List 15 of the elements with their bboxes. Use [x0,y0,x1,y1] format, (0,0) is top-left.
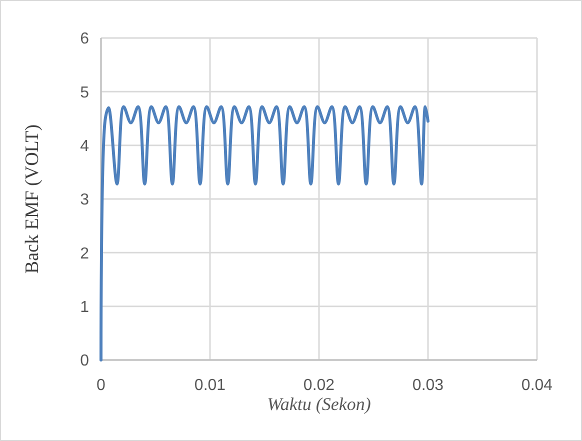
x-tick-label: 0.01 [194,377,226,394]
y-tick-label: 4 [80,138,90,155]
x-axis-title: Waktu (Sekon) [267,394,371,414]
y-axis-title: Back EMF (VOLT) [22,124,43,274]
y-tick-label: 6 [80,30,90,48]
y-tick-label: 3 [80,192,90,209]
line-series [100,105,430,362]
y-tick-label: 1 [80,298,90,316]
x-tick-label: 0 [96,377,106,394]
x-tick-label: 0.04 [521,377,553,394]
x-tick-label: 0.02 [303,377,335,394]
y-tick-label: 5 [80,84,90,102]
y-tick-label: 2 [80,245,90,262]
y-tick-label: 0 [80,352,90,370]
x-tick-label: 0.03 [412,377,444,394]
